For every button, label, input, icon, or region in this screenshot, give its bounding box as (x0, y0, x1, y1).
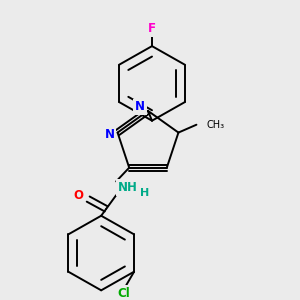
Text: F: F (148, 22, 156, 35)
Text: N: N (105, 128, 115, 141)
Text: O: O (73, 189, 83, 202)
Text: NH: NH (118, 181, 138, 194)
Text: H: H (140, 188, 149, 198)
Text: CH₃: CH₃ (206, 120, 225, 130)
Text: N: N (135, 100, 145, 113)
Text: Cl: Cl (118, 287, 130, 300)
